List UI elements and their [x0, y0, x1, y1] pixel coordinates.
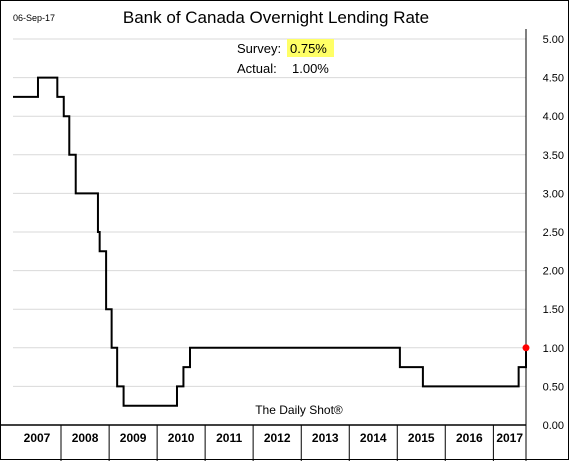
- actual-annotation: Actual: 1.00%: [237, 61, 329, 76]
- gridlines: [13, 38, 526, 387]
- x-tick-label: 2017: [496, 431, 523, 445]
- y-tick-label: 1.00: [543, 343, 564, 355]
- x-axis: 2007 2008 2009 2010 2011 2012 2013 2014 2015 2016…: [1, 29, 527, 461]
- watermark: The Daily Shot®: [255, 403, 343, 417]
- x-tick-label: 2013: [312, 431, 339, 445]
- y-tick-label: 3.50: [543, 150, 564, 162]
- x-tick-label: 2007: [24, 431, 51, 445]
- x-tick-label: 2011: [216, 431, 242, 445]
- date-label: 06-Sep-17: [13, 13, 55, 23]
- x-tick-label: 2014: [360, 431, 387, 445]
- x-tick-label: 2009: [120, 431, 147, 445]
- y-tick-label: 3.00: [543, 188, 564, 200]
- y-tick-label: 5.00: [543, 34, 564, 46]
- rate-series-line: [13, 76, 527, 407]
- y-tick-label: 2.00: [543, 266, 564, 278]
- survey-value: 0.75%: [290, 41, 327, 56]
- latest-value-marker: [522, 344, 530, 352]
- actual-label: Actual:: [237, 61, 277, 76]
- survey-highlight: [287, 39, 334, 57]
- x-tick-label: 2010: [168, 431, 195, 445]
- y-tick-label: 0.50: [543, 381, 564, 393]
- y-tick-label: 1.50: [543, 304, 564, 316]
- y-tick-label: 0.00: [543, 420, 564, 432]
- x-tick-label: 2016: [456, 431, 483, 445]
- y-tick-label: 2.50: [543, 227, 564, 239]
- survey-annotation: Survey: 0.75%: [237, 39, 334, 57]
- x-tick-label: 2008: [72, 431, 99, 445]
- y-axis-ticks: 0.00 0.50 1.00 1.50 2.00 2.50 3.00 3.50 4.00 4.50…: [543, 34, 564, 432]
- x-tick-label: 2012: [264, 431, 291, 445]
- chart-title: Bank of Canada Overnight Lending Rate: [123, 8, 429, 27]
- y-tick-label: 4.00: [543, 111, 564, 123]
- x-tick-label: 2015: [408, 431, 435, 445]
- survey-label: Survey:: [237, 41, 281, 56]
- actual-value: 1.00%: [292, 61, 329, 76]
- y-tick-label: 4.50: [543, 73, 564, 85]
